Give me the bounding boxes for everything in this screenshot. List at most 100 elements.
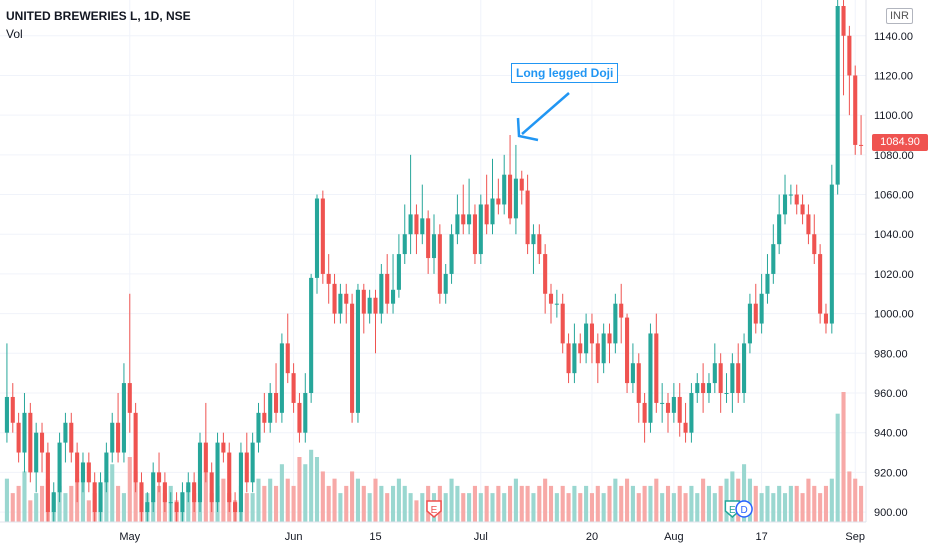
candle-body — [314, 198, 320, 278]
candle-body — [250, 442, 255, 483]
volume-bar — [22, 471, 27, 522]
volume-bar — [654, 478, 659, 522]
candle-body — [197, 442, 203, 503]
candle-body — [607, 333, 612, 344]
volume-bar — [730, 471, 735, 522]
candle-body — [139, 482, 144, 513]
candle-body — [402, 234, 407, 255]
volume-bar — [10, 493, 15, 522]
candle-body — [127, 383, 132, 413]
volume-bar — [373, 478, 378, 522]
volume-bar — [747, 478, 752, 522]
candle-body — [689, 393, 694, 433]
event-marker[interactable]: D — [735, 500, 753, 518]
volume-bar — [589, 493, 595, 522]
volume-bar — [361, 485, 366, 522]
volume-bar — [818, 493, 823, 522]
currency-badge[interactable]: INR — [886, 8, 913, 24]
volume-bar — [350, 471, 355, 522]
volume-bar — [420, 493, 425, 522]
volume-bar — [788, 485, 793, 522]
volume-bar — [613, 478, 618, 522]
candle-body — [186, 482, 191, 493]
volume-bar — [689, 485, 694, 522]
volume-bar — [379, 485, 384, 522]
candle-body — [619, 303, 624, 318]
candle-body — [812, 234, 817, 255]
volume-bar — [133, 471, 138, 522]
y-tick-label: 900.00 — [874, 507, 908, 519]
event-marker[interactable]: E — [724, 500, 741, 518]
candle-body — [385, 273, 390, 304]
volume-bar — [80, 471, 86, 522]
volume-bar — [203, 471, 208, 522]
candle-body — [782, 194, 788, 215]
earnings-marker-shape — [724, 500, 741, 518]
x-tick-label: Aug — [664, 531, 684, 543]
candle-body — [841, 6, 846, 36]
candle-body — [455, 214, 460, 235]
volume-bar — [256, 478, 261, 522]
candle-body — [203, 442, 208, 473]
candle-body — [777, 214, 782, 245]
candle-body — [69, 422, 74, 453]
volume-bar — [683, 493, 688, 522]
volume-bar — [408, 493, 413, 522]
candle-body — [642, 402, 647, 423]
volume-bar — [303, 464, 308, 522]
candle-body — [636, 363, 641, 403]
candle-body — [625, 317, 630, 384]
volume-bar — [443, 493, 448, 522]
volume-bar — [548, 485, 554, 522]
volume-bar — [502, 493, 507, 522]
y-tick-label: 960.00 — [874, 388, 908, 400]
candle-body — [484, 204, 489, 225]
candle-body — [192, 482, 197, 503]
volume-bar — [636, 493, 641, 522]
candle-body — [373, 297, 378, 314]
y-tick-label: 1000.00 — [874, 309, 914, 321]
candle-body — [174, 502, 179, 513]
volume-bar — [285, 478, 290, 522]
candle-body — [75, 452, 80, 483]
volume-bar — [16, 485, 21, 522]
volume-bar — [607, 485, 612, 522]
annotation-label: Long legged Doji — [511, 63, 619, 83]
candle-body — [291, 373, 296, 403]
candle-body — [823, 313, 829, 324]
volume-bar — [841, 392, 846, 522]
volume-bar — [478, 493, 483, 522]
candle-body — [391, 289, 396, 304]
candle-body — [794, 194, 799, 205]
y-tick-label: 1140.00 — [874, 31, 913, 43]
volume-bar — [396, 478, 401, 522]
candle-body — [595, 343, 600, 364]
candle-body — [279, 343, 284, 413]
candle-body — [104, 452, 109, 483]
volume-bar — [829, 478, 834, 522]
candle-body — [180, 492, 185, 513]
candle-body — [461, 214, 466, 225]
volume-bar — [338, 493, 343, 522]
candle-body — [45, 452, 50, 513]
y-tick-label: 1060.00 — [874, 190, 914, 202]
volume-bar — [490, 493, 495, 522]
candle-body — [613, 303, 618, 344]
volume-bar — [273, 485, 279, 522]
candle-body — [730, 363, 735, 393]
volume-bar — [326, 485, 331, 522]
x-tick-label: 15 — [369, 531, 381, 543]
candle-body — [835, 6, 840, 185]
event-marker[interactable]: E — [426, 500, 442, 518]
volume-bar — [847, 471, 852, 522]
volume-bar — [578, 493, 583, 522]
candle-body — [39, 432, 45, 453]
volume-bar — [625, 478, 630, 522]
volume-bar — [537, 485, 542, 522]
annotation-arrow-head — [516, 117, 539, 142]
candle-body — [724, 393, 729, 394]
candle-body — [256, 412, 261, 443]
candle-body — [747, 303, 752, 344]
